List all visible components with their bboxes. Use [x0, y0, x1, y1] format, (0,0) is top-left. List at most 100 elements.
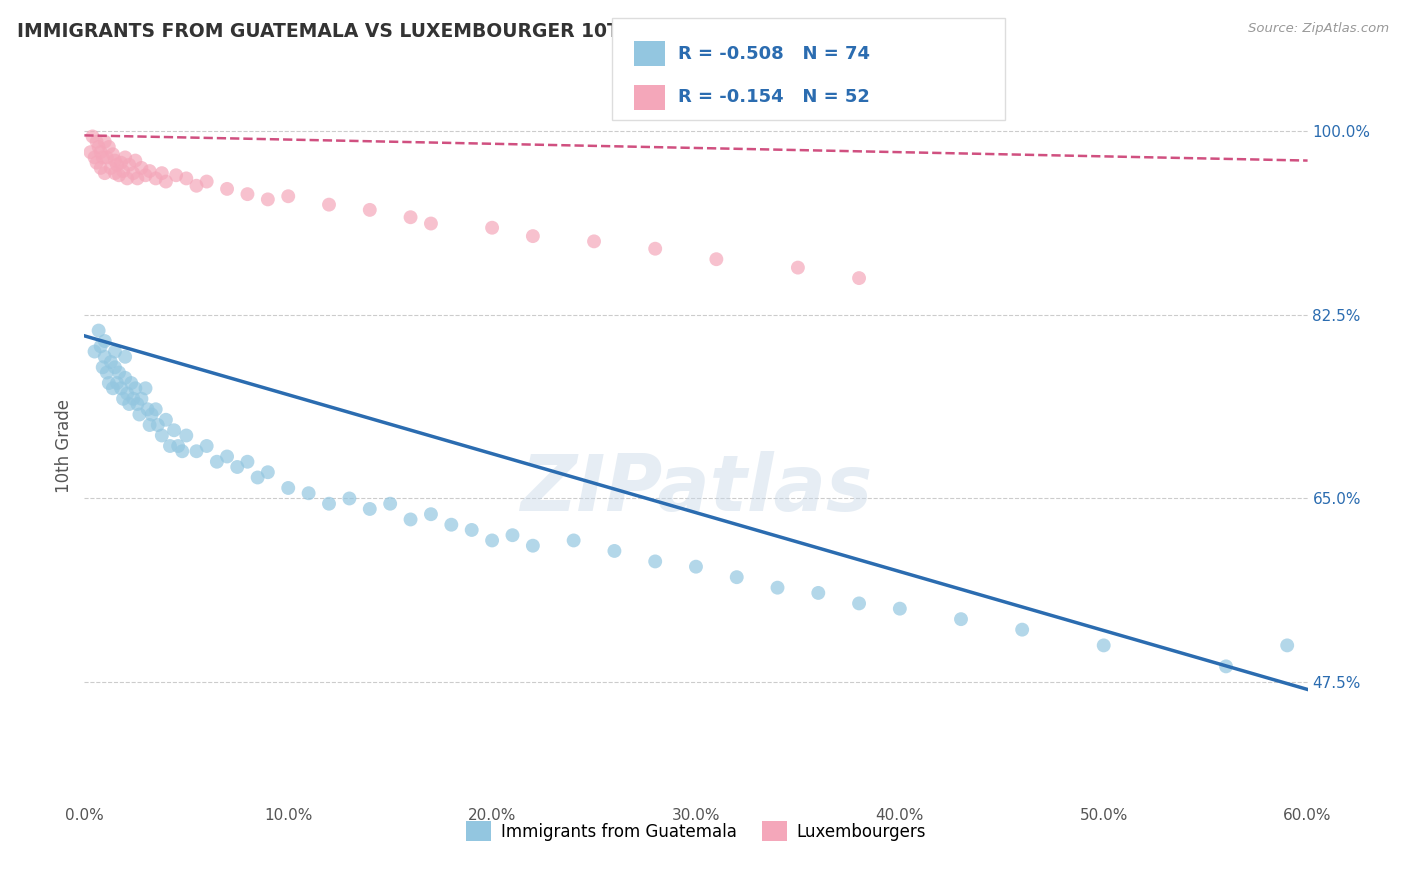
Point	[93, 334, 115, 348]
Point	[246, 470, 269, 484]
Point	[136, 402, 159, 417]
Point	[79, 145, 101, 160]
Point	[83, 344, 105, 359]
Point	[96, 150, 118, 164]
Point	[186, 178, 208, 193]
Point	[787, 260, 810, 275]
Point	[115, 171, 138, 186]
Point	[135, 168, 157, 182]
Point	[155, 413, 177, 427]
Point	[91, 150, 114, 164]
Point	[108, 366, 131, 380]
Point	[1277, 639, 1299, 653]
Point	[131, 392, 153, 406]
Point	[145, 402, 167, 417]
Point	[603, 544, 626, 558]
Point	[141, 408, 163, 422]
Point	[318, 497, 340, 511]
Point	[1092, 639, 1115, 653]
Point	[257, 193, 280, 207]
Point	[131, 161, 153, 175]
Point	[257, 465, 280, 479]
Point	[127, 171, 149, 186]
Point	[128, 408, 150, 422]
Text: R = -0.154   N = 52: R = -0.154 N = 52	[678, 88, 869, 106]
Point	[706, 252, 728, 267]
Point	[807, 586, 830, 600]
Point	[110, 155, 132, 169]
Point	[644, 554, 666, 568]
Point	[174, 428, 197, 442]
Point	[90, 161, 112, 175]
Text: IMMIGRANTS FROM GUATEMALA VS LUXEMBOURGER 10TH GRADE CORRELATION CHART: IMMIGRANTS FROM GUATEMALA VS LUXEMBOURGE…	[17, 22, 946, 41]
Point	[104, 360, 127, 375]
Point	[114, 150, 136, 164]
Point	[118, 397, 141, 411]
Point	[950, 612, 973, 626]
Point	[97, 140, 120, 154]
Point	[217, 450, 239, 464]
Text: R = -0.508   N = 74: R = -0.508 N = 74	[678, 45, 870, 62]
Point	[236, 187, 259, 202]
Point	[97, 376, 120, 390]
Point	[562, 533, 585, 548]
Point	[186, 444, 208, 458]
Point	[644, 242, 666, 256]
Point	[124, 381, 146, 395]
Point	[277, 481, 299, 495]
Point	[114, 350, 136, 364]
Point	[172, 444, 194, 458]
Point	[104, 153, 127, 168]
Point	[120, 376, 142, 390]
Point	[481, 533, 503, 548]
Point	[195, 439, 218, 453]
Point	[112, 164, 135, 178]
Y-axis label: 10th Grade: 10th Grade	[55, 399, 73, 493]
Point	[150, 166, 173, 180]
Point	[163, 423, 186, 437]
Point	[420, 217, 443, 231]
Point	[399, 211, 422, 225]
Point	[848, 596, 870, 610]
Point	[90, 145, 112, 160]
Point	[104, 344, 127, 359]
Legend: Immigrants from Guatemala, Luxembourgers: Immigrants from Guatemala, Luxembourgers	[460, 814, 932, 848]
Point	[122, 166, 145, 180]
Point	[90, 339, 112, 353]
Point	[165, 168, 187, 182]
Point	[440, 517, 463, 532]
Point	[100, 161, 122, 175]
Text: ZIPatlas: ZIPatlas	[520, 450, 872, 527]
Point	[86, 135, 108, 149]
Point	[93, 350, 115, 364]
Point	[138, 417, 160, 432]
Point	[725, 570, 748, 584]
Point	[167, 439, 190, 453]
Point	[205, 455, 228, 469]
Point	[87, 324, 110, 338]
Point	[522, 229, 544, 244]
Point	[115, 386, 138, 401]
Point	[380, 497, 402, 511]
Point	[93, 135, 115, 149]
Point	[359, 202, 381, 217]
Point	[277, 189, 299, 203]
Point	[127, 397, 149, 411]
Point	[145, 171, 167, 186]
Point	[522, 539, 544, 553]
Point	[83, 150, 105, 164]
Point	[118, 158, 141, 172]
Point	[135, 381, 157, 395]
Point	[339, 491, 361, 506]
Point	[105, 158, 128, 172]
Point	[583, 235, 606, 249]
Point	[226, 460, 249, 475]
Point	[108, 168, 131, 182]
Point	[96, 366, 118, 380]
Point	[1011, 623, 1033, 637]
Point	[848, 271, 870, 285]
Point	[159, 439, 181, 453]
Point	[93, 166, 115, 180]
Point	[86, 155, 108, 169]
Point	[889, 601, 911, 615]
